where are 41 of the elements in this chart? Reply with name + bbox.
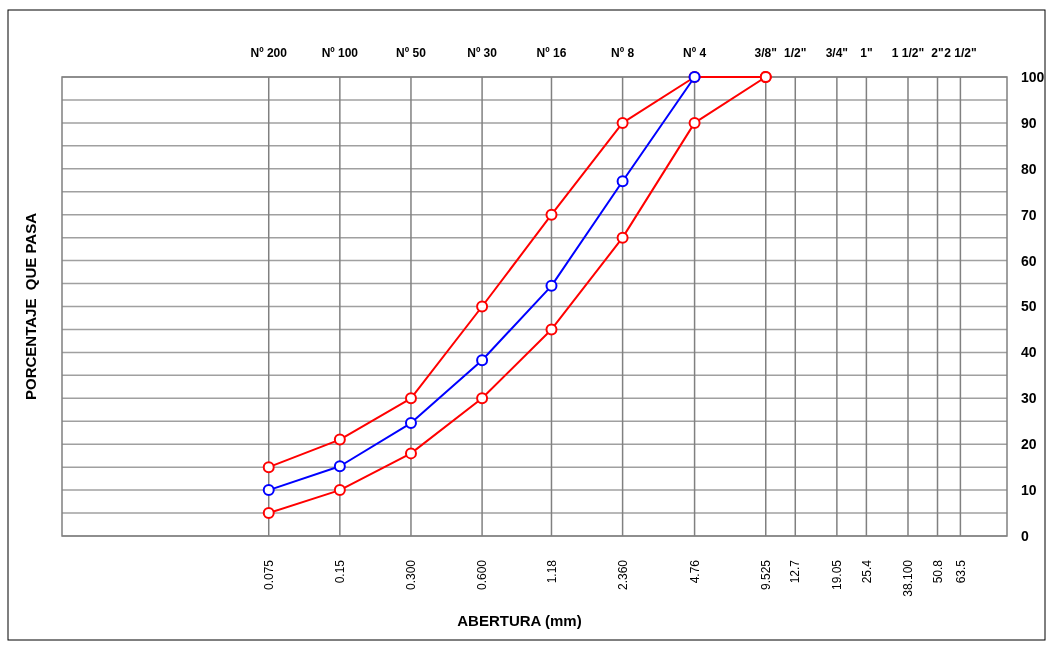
text: 1/2" [784, 46, 807, 60]
y-tick-label: 60 [1021, 252, 1037, 269]
y-tick-label: 70 [1021, 206, 1037, 223]
y-tick-label: 40 [1021, 344, 1037, 361]
x-tick-label: 38.100 [901, 559, 916, 597]
x-tick-label: 12.7 [788, 559, 803, 584]
x-tick-label: 63.5 [953, 559, 968, 584]
x-tick-label: 50.8 [930, 559, 945, 584]
text: 2" [931, 46, 944, 60]
text: Nº 200 [250, 46, 288, 60]
y-tick-label: 0 [1021, 527, 1029, 544]
x-tick-label: 25.4 [859, 559, 874, 584]
y-tick-label: 80 [1021, 160, 1037, 177]
x-tick-label: 4.76 [687, 559, 702, 584]
text: 3/8" [754, 46, 777, 60]
text: Nº 4 [683, 46, 707, 60]
y-tick-label: 100 [1021, 68, 1045, 85]
y-tick-label: 30 [1021, 390, 1037, 407]
text: Nº 16 [536, 46, 567, 60]
y-axis-title: PORCENTAJE QUE PASA [22, 212, 39, 400]
y-tick-label: 50 [1021, 298, 1037, 315]
y-tick-label: 20 [1021, 436, 1037, 453]
text: Nº 100 [321, 46, 359, 60]
x-tick-label: 1.18 [544, 559, 559, 584]
x-tick-label: 0.300 [404, 559, 419, 591]
x-axis-title: ABERTURA (mm) [457, 612, 582, 629]
text: Nº 30 [467, 46, 498, 60]
text: 2 1/2" [944, 46, 977, 60]
x-tick-label: 0.600 [475, 559, 490, 591]
y-tick-label: 90 [1021, 114, 1037, 131]
x-tick-label: 19.05 [830, 559, 845, 591]
y-tick-label: 10 [1021, 482, 1037, 498]
text: 3/4" [825, 46, 849, 60]
text: 1" [860, 46, 873, 60]
x-tick-label: 0.15 [333, 559, 348, 584]
text: Nº 50 [396, 46, 427, 60]
x-tick-label: 9.525 [758, 559, 773, 591]
text: 1 1/2" [891, 46, 925, 60]
x-tick-label: 0.075 [261, 559, 276, 591]
x-tick-label: 2.360 [615, 559, 630, 591]
text: Nº 8 [611, 46, 635, 60]
